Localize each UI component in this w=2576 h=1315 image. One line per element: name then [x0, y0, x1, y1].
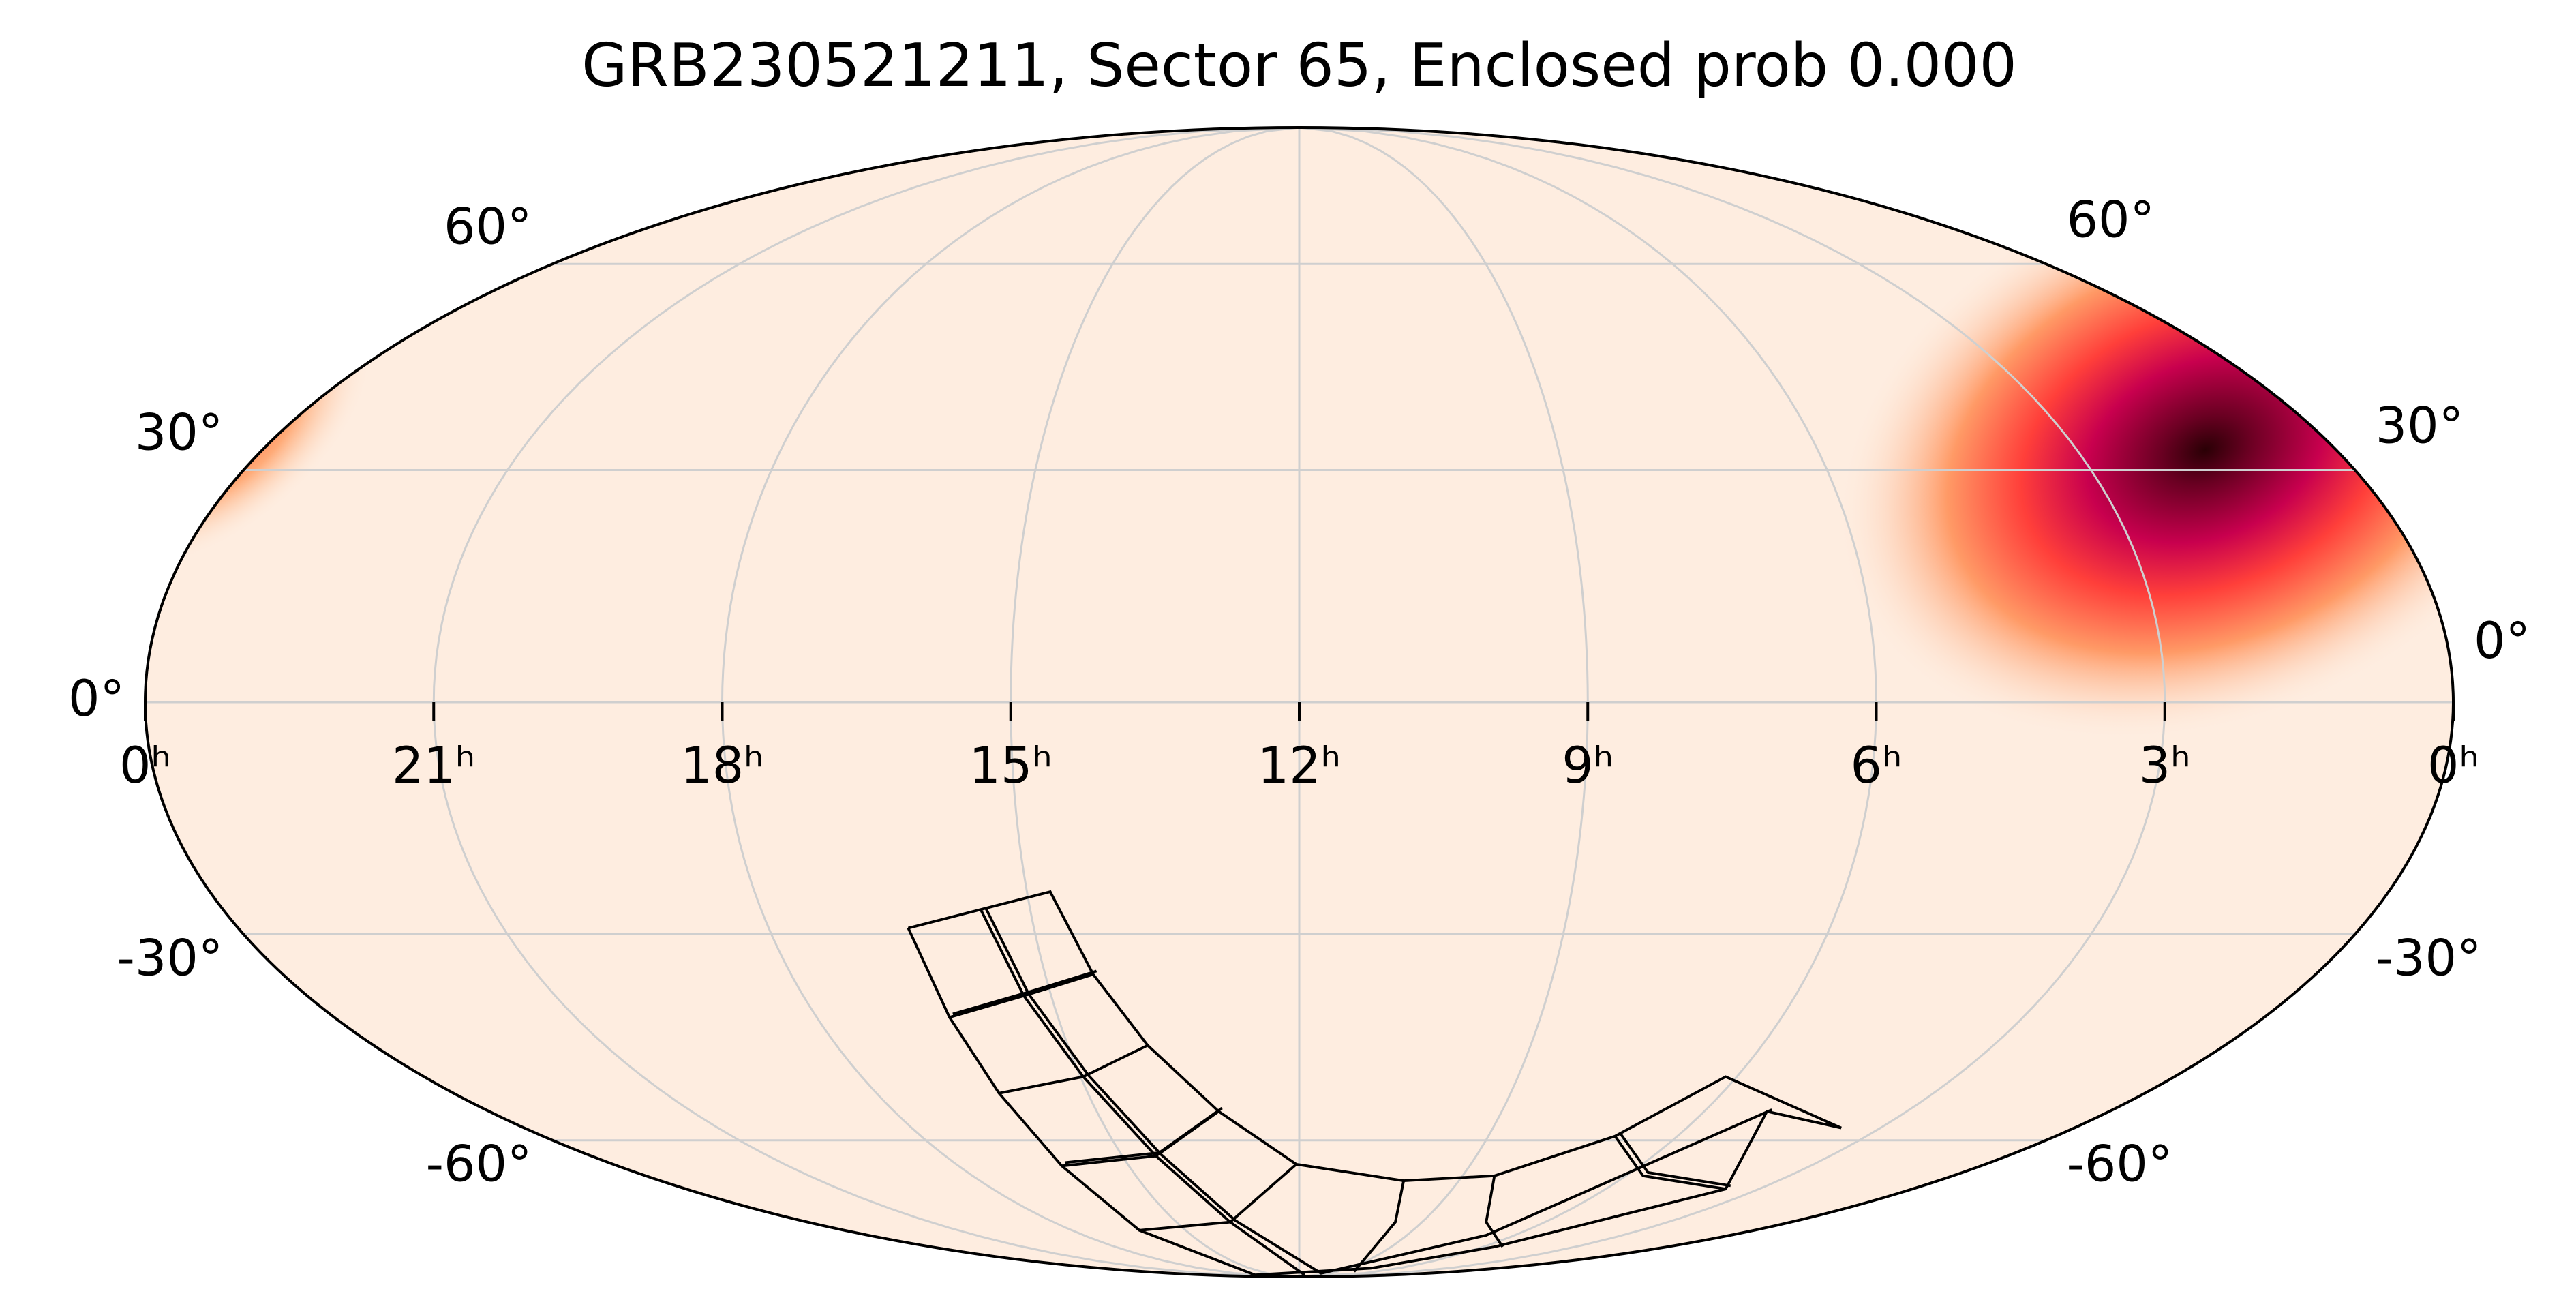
y-tick-label: -30° — [2376, 930, 2482, 988]
y-tick-label: 0° — [68, 670, 125, 728]
x-tick-label: 18ʰ — [680, 737, 763, 795]
y-tick-label: -60° — [2067, 1136, 2173, 1194]
y-tick-label: -30° — [117, 930, 224, 988]
y-tick-label: 60° — [2067, 191, 2155, 249]
chart-title: GRB230521211, Sector 65, Enclosed prob 0… — [581, 31, 2017, 100]
probability-map — [145, 127, 2453, 1277]
x-tick-label: 0ʰ — [2427, 737, 2479, 795]
x-tick-label: 9ʰ — [1562, 737, 1613, 795]
sector-footprint — [907, 890, 1842, 1277]
y-tick-label: -60° — [426, 1136, 532, 1194]
x-tick-label: 12ʰ — [1258, 737, 1341, 795]
y-tick-label: 0° — [2474, 612, 2530, 670]
x-tick-label: 3ʰ — [2139, 737, 2191, 795]
y-tick-label: 30° — [135, 404, 223, 462]
x-tick-label: 6ʰ — [1851, 737, 1903, 795]
y-tick-label: 60° — [444, 198, 532, 256]
x-tick-label: 0ʰ — [119, 737, 171, 795]
x-tick-label: 15ʰ — [969, 737, 1052, 795]
x-tick-label: 21ʰ — [392, 737, 475, 795]
y-tick-label: 30° — [2376, 397, 2464, 455]
